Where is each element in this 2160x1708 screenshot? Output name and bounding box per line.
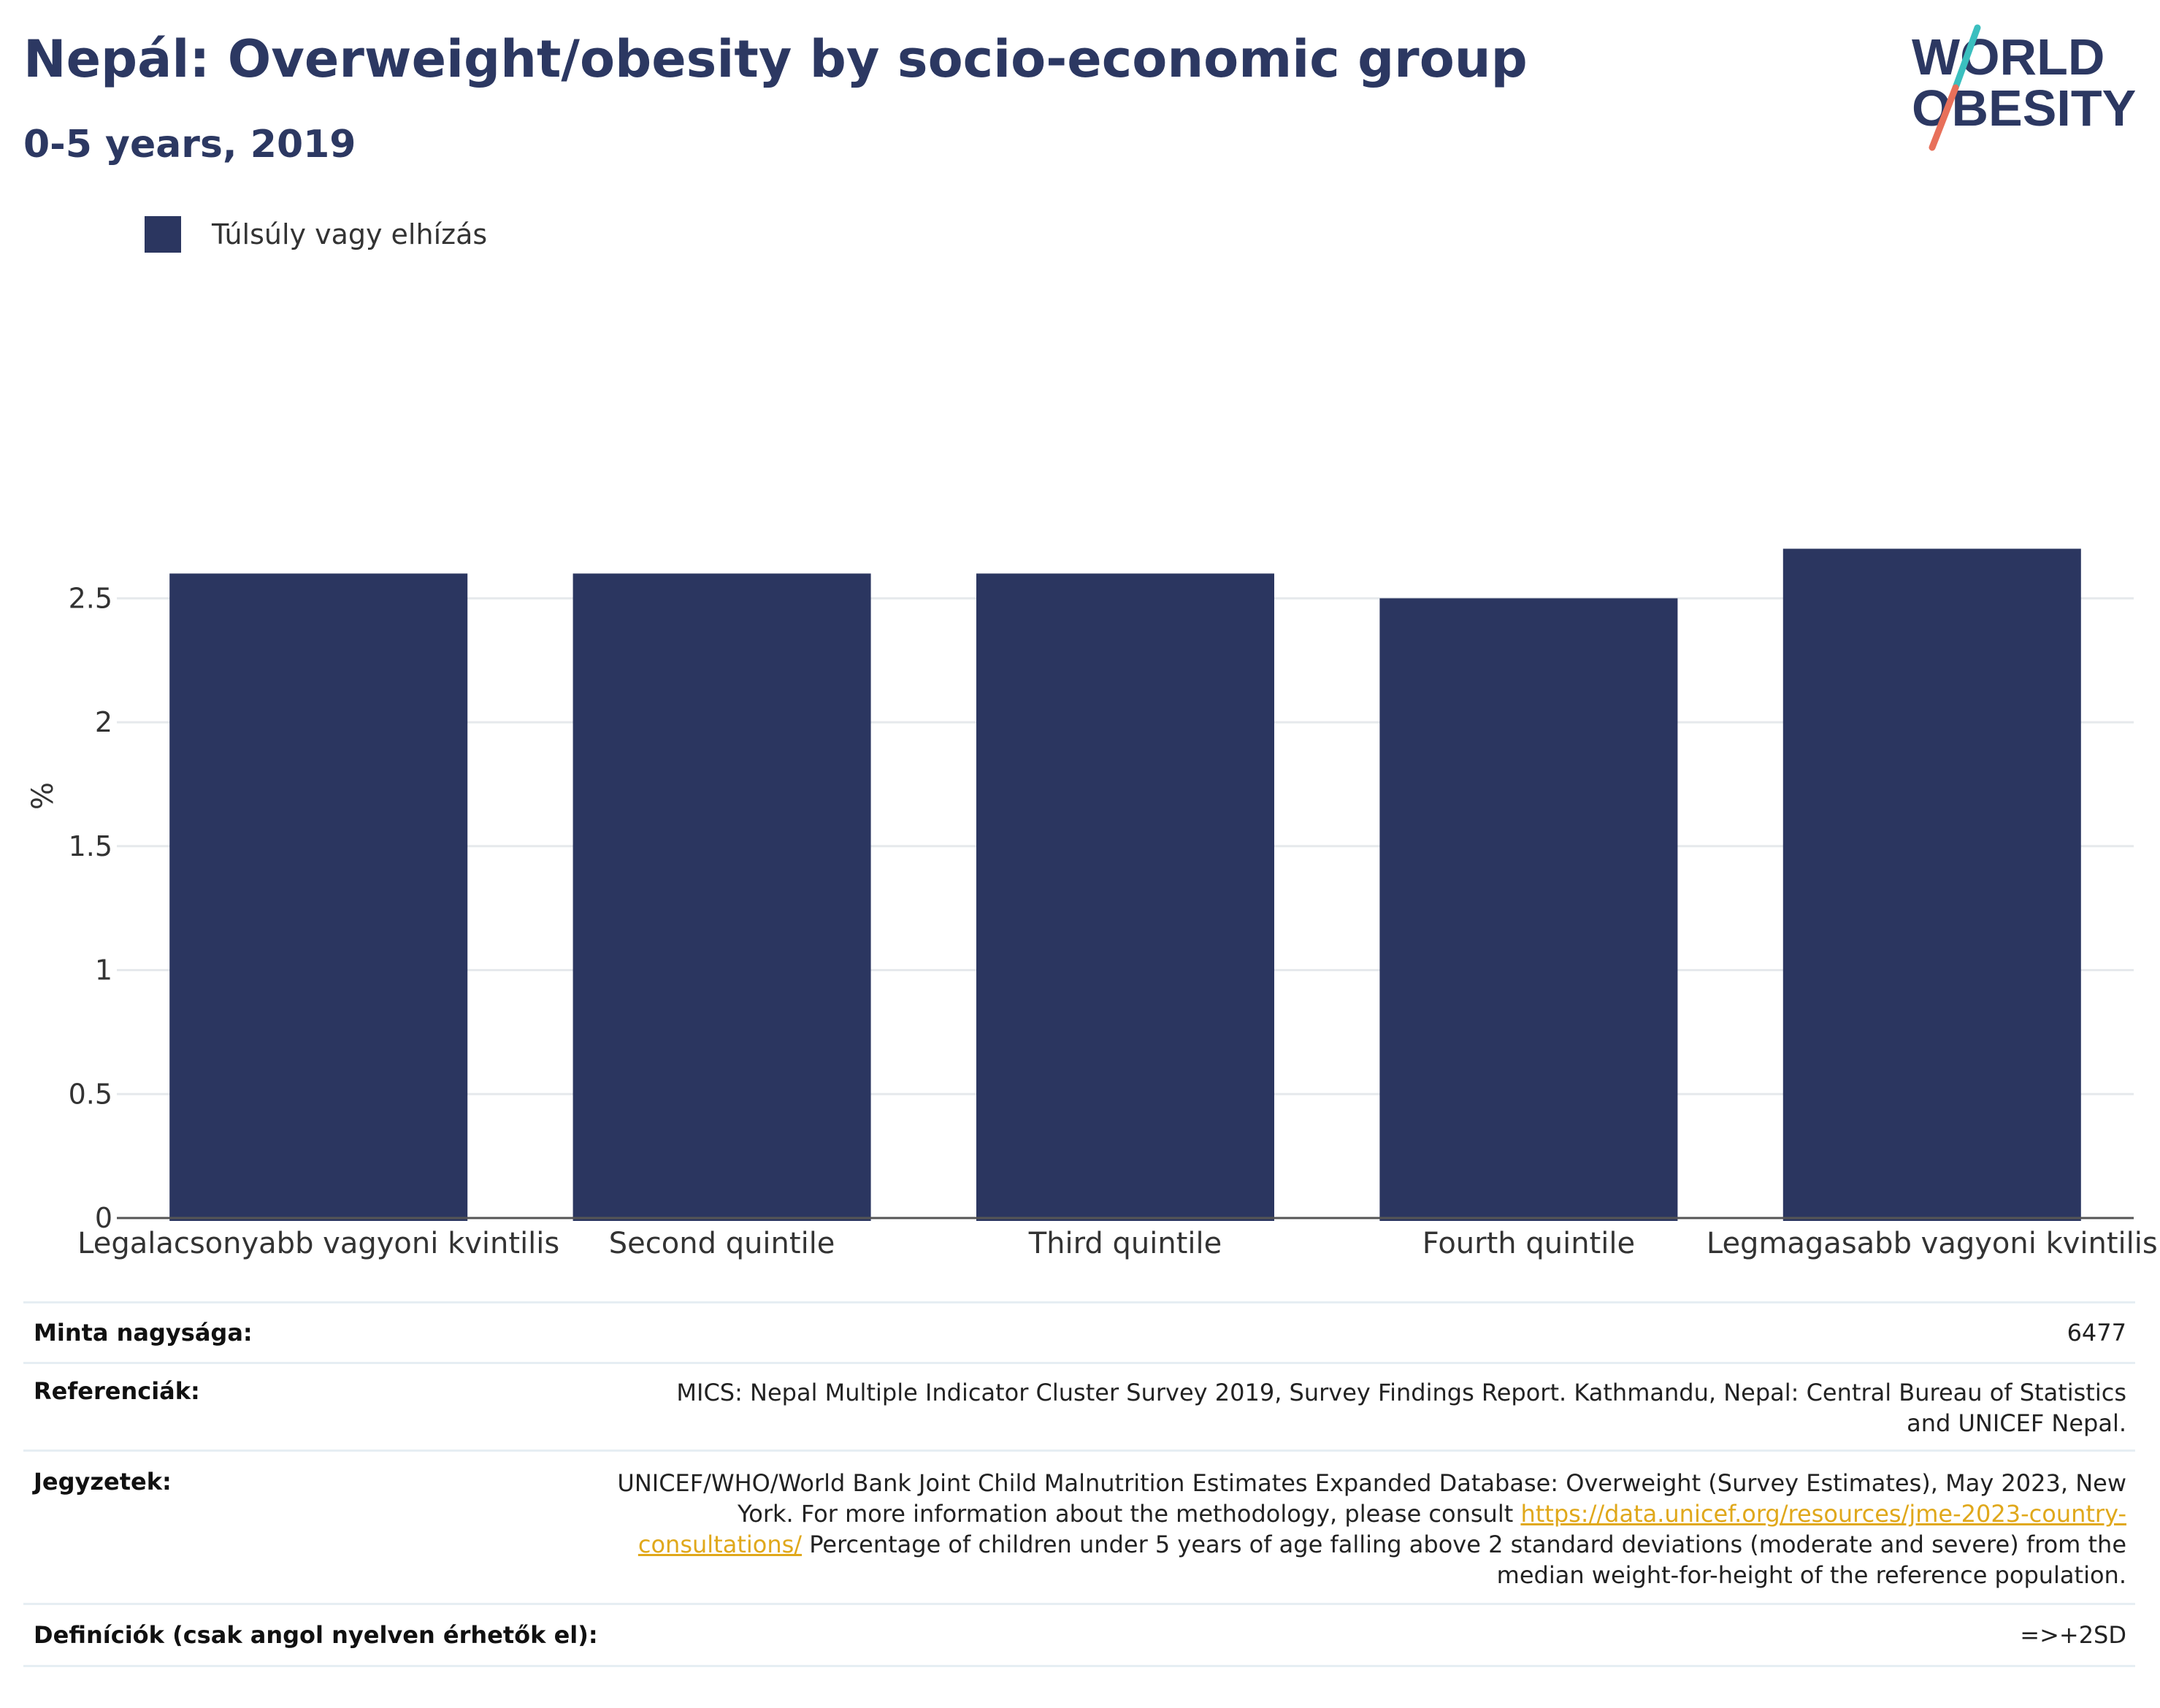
info-row-references: Referenciák: MICS: Nepal Multiple Indica… bbox=[23, 1362, 2135, 1449]
y-tick-label: 1 bbox=[95, 954, 112, 987]
logo-slash-bottom bbox=[1929, 84, 1959, 151]
bar-chart: 0 0.5 1 1.5 2 2.5% Legalacsonyabb vagyoni kvin… bbox=[26, 548, 2158, 1260]
x-tick-label: Legalacsonyabb vagyoni kvintilis bbox=[77, 1227, 559, 1260]
notes-text-1: UNICEF/WHO/World Bank Joint Child Malnut… bbox=[617, 1469, 2126, 1528]
sample-value: 6477 bbox=[2067, 1319, 2126, 1347]
bar-3 bbox=[1379, 598, 1678, 1221]
page-title: Nepál: Overweight/obesity by socio-econo… bbox=[23, 29, 1528, 89]
references-value: MICS: Nepal Multiple Indicator Cluster S… bbox=[676, 1379, 2126, 1437]
notes-value: UNICEF/WHO/World Bank Joint Child Malnut… bbox=[593, 1468, 2135, 1603]
bar-2 bbox=[976, 573, 1274, 1221]
y-tick-label: 0 bbox=[95, 1202, 112, 1234]
definitions-value: =>+2SD bbox=[2020, 1621, 2126, 1649]
info-row-definitions: Definíciók (csak angol nyelven érhetők e… bbox=[23, 1603, 2135, 1667]
bar-4 bbox=[1782, 548, 2081, 1221]
sample-label: Minta nagysága: bbox=[34, 1319, 253, 1347]
y-tick-label: 0.5 bbox=[69, 1078, 112, 1110]
x-tick-label: Fourth quintile bbox=[1422, 1227, 1635, 1260]
page-subtitle: 0-5 years, 2019 bbox=[23, 123, 356, 166]
info-table: Minta nagysága: 6477 Referenciák: MICS: … bbox=[23, 1301, 2135, 1667]
y-tick-label: 2 bbox=[95, 706, 112, 738]
y-tick-label: 2.5 bbox=[69, 582, 112, 614]
logo-slash-top bbox=[1952, 24, 1981, 91]
legend-swatch bbox=[145, 216, 181, 253]
y-axis-label: % bbox=[26, 782, 60, 810]
x-tick-label: Third quintile bbox=[1028, 1227, 1222, 1260]
bar-0 bbox=[169, 573, 468, 1221]
notes-link[interactable]: https://data.unicef.org/resources/jme-20… bbox=[637, 1500, 2126, 1558]
bar-1 bbox=[572, 573, 871, 1221]
logo-line1: WORLD bbox=[1912, 28, 2105, 85]
chart-legend[interactable]: Túlsúly vagy elhízás bbox=[145, 216, 487, 253]
definitions-label: Definíciók (csak angol nyelven érhetők e… bbox=[34, 1621, 598, 1649]
info-row-sample: Minta nagysága: 6477 bbox=[23, 1301, 2135, 1362]
world-obesity-logo: WORLD OBESITY bbox=[1912, 24, 2136, 151]
legend-label: Túlsúly vagy elhízás bbox=[212, 218, 488, 250]
x-tick-label: Legmagasabb vagyoni kvintilis bbox=[1707, 1227, 2158, 1260]
references-label: Referenciák: bbox=[34, 1377, 200, 1405]
info-row-notes: Jegyzetek: UNICEF/WHO/World Bank Joint C… bbox=[23, 1449, 2135, 1603]
y-tick-label: 1.5 bbox=[69, 830, 112, 862]
x-tick-label: Second quintile bbox=[609, 1227, 835, 1260]
notes-label: Jegyzetek: bbox=[34, 1468, 172, 1496]
notes-text-2: Percentage of children under 5 years of … bbox=[802, 1531, 2126, 1589]
